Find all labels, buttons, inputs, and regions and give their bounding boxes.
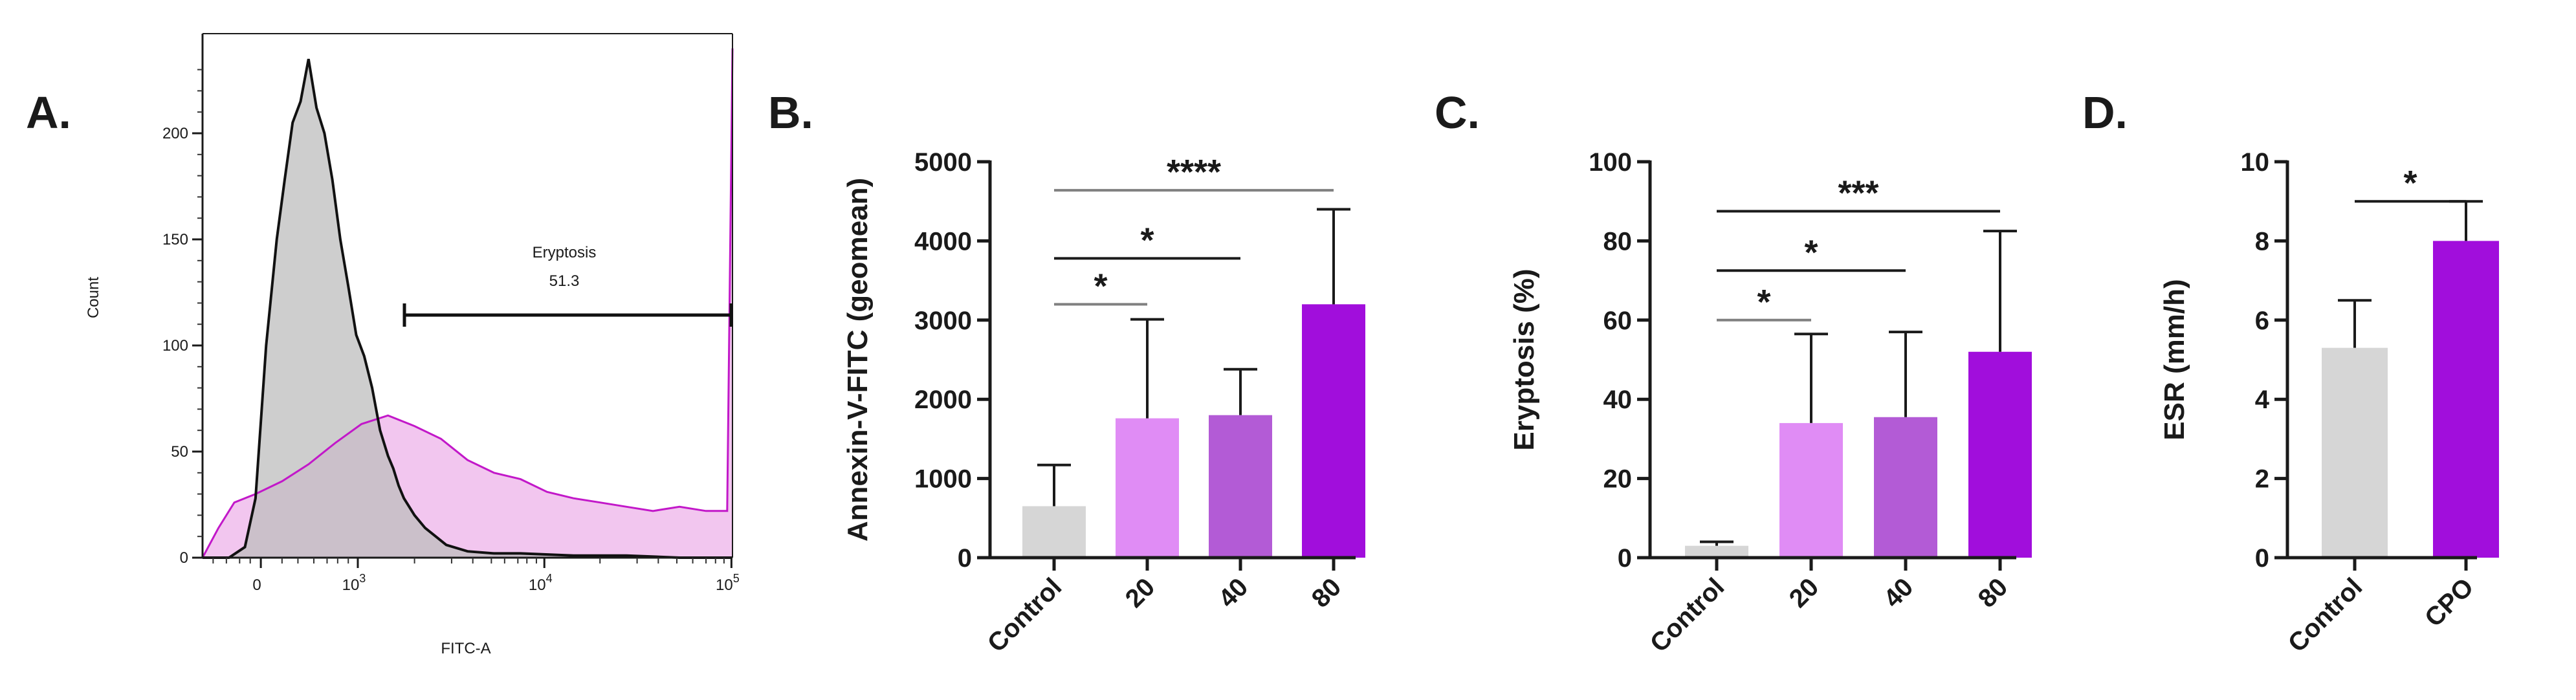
x-tick-label: 103 — [342, 572, 366, 594]
treated-histogram-line — [201, 48, 734, 558]
bar — [1022, 506, 1086, 558]
significance-marker: * — [1140, 221, 1154, 259]
y-tick-label: 6 — [2255, 307, 2269, 335]
y-axis-label: ESR (mm/h) — [2159, 279, 2190, 440]
gate-value: 51.3 — [549, 272, 580, 290]
y-tick-label: 4 — [2255, 386, 2270, 414]
panel-b-letter: B. — [768, 87, 813, 138]
x-tick-label: Control — [1645, 573, 1730, 658]
y-tick-label: 100 — [1589, 148, 1632, 177]
y-tick-label: 0 — [180, 549, 188, 567]
panel-d: D. 0 2 4 6 8 10 Control CPO ESR (mm/h) * — [2082, 87, 2499, 658]
panel-d-letter: D. — [2082, 87, 2128, 138]
y-tick-label: 2000 — [914, 386, 972, 414]
significance-marker: **** — [1167, 153, 1221, 191]
histogram-ylabel: Count — [85, 277, 102, 318]
y-tick-label: 4000 — [914, 227, 972, 256]
y-tick-label: 100 — [162, 337, 188, 355]
panel-c-letter: C. — [1435, 87, 1480, 138]
x-tick-label: 104 — [529, 572, 553, 594]
x-tick-label: 105 — [716, 572, 740, 594]
significance-marker: * — [1094, 267, 1107, 305]
histogram-xlabel: FITC-A — [441, 640, 490, 657]
x-tick-label: CPO — [2419, 573, 2479, 632]
y-tick-label: 80 — [1603, 227, 1633, 256]
significance-marker: * — [1757, 283, 1770, 322]
bar — [1302, 304, 1365, 558]
y-tick-label: 0 — [958, 544, 972, 573]
x-tick-label: 20 — [1784, 573, 1825, 613]
bar — [1116, 418, 1179, 558]
panel-b: B. 0 1000 2000 3000 4000 5000 Control 20 40 80 Anne… — [768, 87, 1365, 658]
bar — [1874, 417, 1937, 558]
y-tick-label: 50 — [171, 443, 188, 461]
y-tick-label: 2 — [2255, 465, 2269, 494]
y-tick-label: 10 — [2241, 148, 2270, 177]
x-tick-label: 40 — [1213, 573, 1254, 613]
x-tick-label: 0 — [252, 576, 261, 594]
control-histogram-line — [203, 58, 732, 559]
y-tick-label: 20 — [1603, 465, 1633, 494]
significance-marker: * — [2403, 164, 2417, 202]
y-tick-label: 1000 — [914, 465, 972, 494]
x-tick-label: 40 — [1878, 573, 1919, 613]
x-tick-label: Control — [2283, 573, 2368, 658]
bar — [1209, 415, 1272, 558]
y-axis-label: Annexin-V-FITC (geomean) — [842, 178, 874, 541]
x-tick-label: 20 — [1120, 573, 1161, 613]
y-tick-label: 0 — [1618, 544, 1632, 573]
bar — [1779, 422, 1843, 558]
y-tick-label: 3000 — [914, 307, 972, 335]
x-tick-label: 80 — [1973, 573, 2014, 613]
y-axis-label: Eryptosis (%) — [1508, 268, 1540, 450]
bar — [2322, 347, 2388, 558]
y-tick-label: 150 — [162, 231, 188, 248]
y-tick-label: 0 — [2255, 544, 2269, 573]
x-tick-label: 80 — [1306, 573, 1347, 613]
y-tick-label: 60 — [1603, 307, 1633, 335]
panel-a: A. 0 50 100 150 200 Count 0 103 104 105 FITC-A Erypt… — [26, 33, 740, 657]
x-tick-label: Control — [982, 573, 1068, 658]
significance-marker: * — [1804, 233, 1818, 272]
y-tick-label: 40 — [1603, 386, 1633, 414]
control-histogram-fill — [203, 59, 732, 558]
bar — [1685, 545, 1748, 558]
panel-c: C. 0 20 40 60 80 100 Control 20 40 80 Eryptosis (%)… — [1435, 87, 2032, 658]
panel-a-letter: A. — [26, 87, 71, 138]
bar — [1968, 351, 2032, 558]
bar — [2433, 241, 2499, 558]
y-tick-label: 8 — [2255, 227, 2269, 256]
y-tick-label: 5000 — [914, 148, 972, 177]
significance-marker: *** — [1838, 174, 1878, 213]
gate-label: Eryptosis — [533, 244, 597, 261]
y-tick-label: 200 — [162, 125, 188, 142]
